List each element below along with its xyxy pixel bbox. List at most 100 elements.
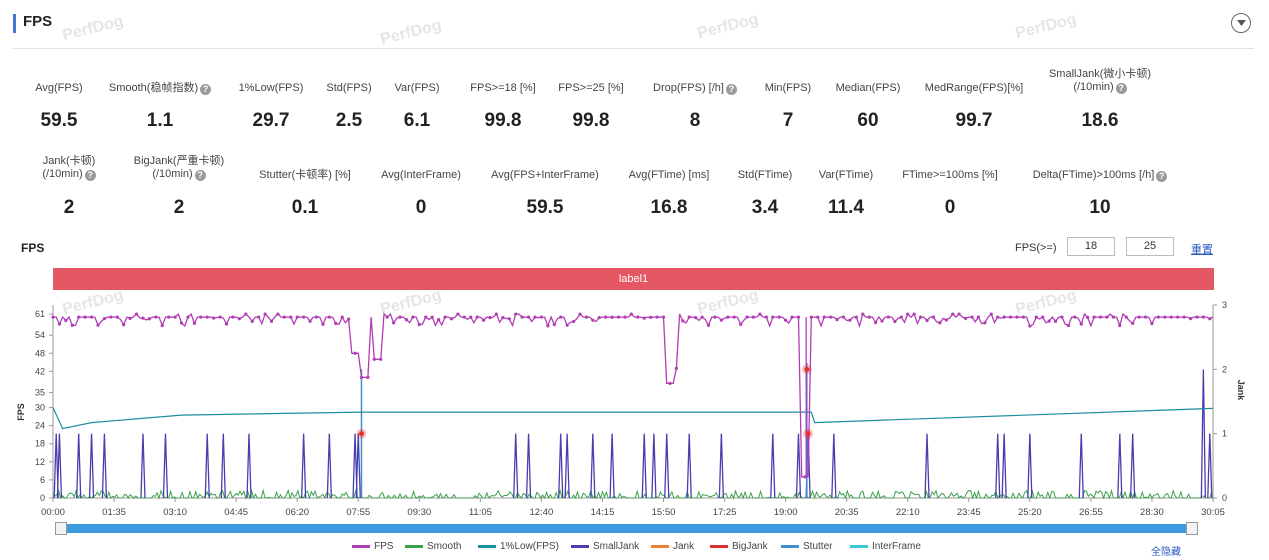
fps-point: [816, 315, 820, 319]
fps-point: [1073, 315, 1077, 319]
fps-point: [867, 315, 871, 319]
fps-point: [83, 315, 87, 319]
metric-label: Min(FPS): [764, 82, 812, 94]
metric-value: 3.4: [751, 197, 779, 218]
time-range-slider[interactable]: [55, 522, 1198, 535]
fps-point: [1041, 315, 1045, 319]
metric-label: Stutter(卡顿率) [%]: [259, 169, 351, 181]
help-icon[interactable]: ?: [725, 84, 737, 95]
fps-point: [726, 315, 730, 319]
fps-point: [417, 322, 421, 327]
smalljank-spike: [609, 433, 615, 499]
fps-point: [706, 323, 711, 327]
x-tick-label: 07:55: [346, 507, 370, 518]
fps-point: [578, 312, 582, 316]
fps-point: [1143, 315, 1148, 319]
legend-item[interactable]: FPS: [352, 541, 393, 552]
metric-delta-ftime: Delta(FTime)>100ms [/h]? 10: [1022, 169, 1178, 218]
smalljank-spike: [88, 433, 95, 499]
legend-item[interactable]: SmallJank: [571, 541, 639, 552]
legend-swatch: [352, 544, 370, 548]
legend-item[interactable]: BigJank: [710, 541, 768, 552]
metric-medrange-fps: MedRange(FPS)[%] 99.7: [918, 82, 1030, 131]
hide-all-link[interactable]: 全隐藏: [1151, 547, 1181, 558]
legend-item[interactable]: Smooth: [405, 541, 461, 552]
fps-point: [411, 315, 415, 319]
metric-label: FPS>=25 [%]: [558, 82, 624, 94]
fps-point: [912, 312, 916, 316]
y-tick-label: 18: [35, 439, 45, 449]
smalljank-spike: [101, 433, 108, 499]
fps-point: [764, 315, 768, 319]
legend-swatch: [478, 544, 496, 548]
metric-label: Avg(FPS): [35, 82, 83, 94]
legend-label: Smooth: [427, 541, 462, 552]
fps-point: [507, 317, 511, 321]
fps-point: [745, 315, 749, 319]
legend-item[interactable]: Jank: [651, 541, 694, 552]
fps-point: [552, 323, 556, 327]
fps-point: [1015, 315, 1019, 319]
slider-handle-right[interactable]: [1186, 522, 1198, 535]
fps-point: [89, 315, 94, 319]
smalljank-spike: [1001, 433, 1007, 499]
metric-value: 99.8: [572, 110, 610, 131]
metric-value: 1.1: [146, 110, 174, 131]
collapse-button[interactable]: [1231, 13, 1251, 33]
legend-item[interactable]: 1%Low(FPS): [478, 541, 559, 552]
fps-point: [372, 357, 376, 361]
help-icon[interactable]: ?: [1115, 83, 1127, 94]
legend-label: BigJank: [732, 541, 768, 552]
y-tick-label: 24: [35, 421, 45, 431]
fps-point: [224, 322, 229, 326]
fps-threshold-input-2[interactable]: 25: [1126, 237, 1174, 256]
fps-point: [1028, 324, 1032, 328]
slider-handle-left[interactable]: [55, 522, 67, 535]
fps-point: [668, 381, 672, 386]
metric-avg-ftime: Avg(FTime) [ms] 16.8: [618, 169, 720, 218]
fps-point: [1066, 323, 1071, 328]
slider-track[interactable]: [55, 524, 1198, 533]
fps-point: [989, 312, 993, 316]
help-icon[interactable]: ?: [84, 170, 96, 181]
fps-threshold-input-1[interactable]: 18: [1067, 237, 1115, 256]
smalljank-spike: [525, 433, 532, 499]
fps-point: [449, 317, 454, 321]
fps-point: [327, 315, 331, 319]
fps-point: [841, 315, 846, 319]
fps-point: [314, 315, 319, 319]
fps-point: [462, 315, 466, 319]
fps-point: [141, 316, 145, 320]
smalljank-spike: [1130, 433, 1136, 499]
help-icon[interactable]: ?: [200, 84, 212, 95]
fps-point: [398, 315, 402, 319]
metric-label: Var(FTime): [818, 169, 874, 181]
fps-point: [199, 315, 203, 319]
fps-point: [687, 315, 691, 319]
help-icon[interactable]: ?: [194, 170, 206, 181]
legend-item[interactable]: Stutter: [781, 541, 832, 552]
fps-point: [154, 315, 158, 319]
fps-point: [1182, 315, 1186, 319]
low1-series-line: [52, 407, 1214, 430]
fps-point: [167, 315, 171, 319]
help-icon[interactable]: ?: [1156, 171, 1168, 182]
section-header: FPS: [0, 0, 1269, 50]
reset-link[interactable]: 重置: [1191, 244, 1213, 256]
fps-point: [122, 323, 126, 327]
fps-point: [751, 315, 756, 319]
x-tick-label: 01:35: [102, 507, 126, 518]
fps-point: [192, 321, 196, 326]
metric-label: Avg(FTime) [ms]: [628, 169, 710, 181]
x-tick-label: 26:55: [1079, 507, 1103, 518]
fps-point: [334, 321, 338, 326]
label-band[interactable]: label1: [53, 268, 1214, 290]
fps-point: [983, 321, 987, 325]
fps-point: [861, 312, 865, 316]
legend-item[interactable]: InterFrame: [850, 541, 921, 552]
y-tick-label: 61: [35, 309, 45, 319]
legend-swatch: [850, 544, 868, 548]
fps-point: [289, 315, 293, 319]
metric-value: 8: [689, 110, 701, 131]
